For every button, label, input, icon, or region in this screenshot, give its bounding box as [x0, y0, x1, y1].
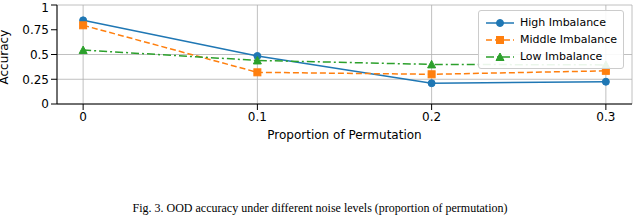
svg-text:0.5: 0.5 — [30, 48, 49, 62]
svg-text:0.75: 0.75 — [22, 23, 49, 37]
html-text:Low Imbalance: Low Imbalance — [519, 50, 603, 63]
html-text:Fig. 3. OOD accuracy under dif: Fig. 3. OOD accuracy under different noi… — [132, 201, 508, 215]
svg-text:0.3: 0.3 — [596, 110, 615, 124]
html-text:High Imbalance: High Imbalance — [519, 16, 606, 29]
svg-text:Accuracy: Accuracy — [8, 30, 11, 85]
svg-text:0: 0 — [41, 97, 49, 111]
svg-text:0.1: 0.1 — [248, 110, 267, 124]
svg-text:0.2: 0.2 — [422, 110, 441, 124]
svg-text:Proportion of Permutation: Proportion of Permutation — [267, 128, 421, 142]
html-text:Middle Imbalance: Middle Imbalance — [519, 33, 617, 46]
svg-text:0.25: 0.25 — [22, 73, 49, 87]
svg-text:1: 1 — [41, 1, 49, 15]
svg-text:0: 0 — [79, 110, 87, 124]
